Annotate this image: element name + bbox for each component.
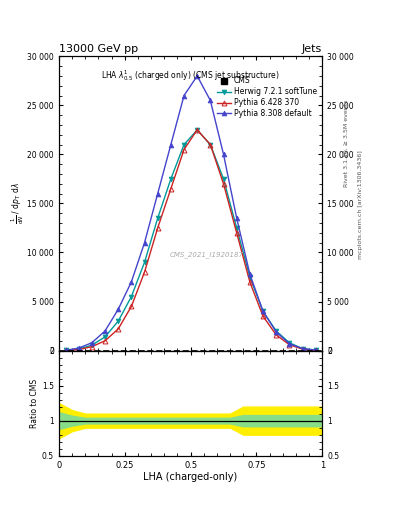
Pythia 8.308 default [221, 152, 226, 158]
Pythia 8.308 default [129, 279, 134, 285]
Pythia 6.428 370 [313, 347, 318, 353]
Pythia 8.308 default [274, 329, 279, 335]
Pythia 6.428 370 [142, 269, 147, 275]
Herwig 7.2.1 softTune [63, 347, 68, 353]
Herwig 7.2.1 softTune [155, 215, 160, 221]
Herwig 7.2.1 softTune [300, 346, 305, 352]
Herwig 7.2.1 softTune [76, 346, 81, 352]
Pythia 8.308 default [169, 141, 173, 147]
Pythia 6.428 370 [221, 181, 226, 187]
Pythia 8.308 default [248, 271, 252, 277]
Pythia 6.428 370 [116, 326, 121, 332]
Pythia 8.308 default [103, 328, 107, 334]
Line: Herwig 7.2.1 softTune: Herwig 7.2.1 softTune [63, 127, 318, 353]
Pythia 8.308 default [182, 93, 186, 99]
Herwig 7.2.1 softTune [274, 328, 279, 334]
X-axis label: LHA (charged-only): LHA (charged-only) [143, 472, 238, 482]
Herwig 7.2.1 softTune [129, 293, 134, 300]
Pythia 6.428 370 [76, 347, 81, 353]
Pythia 8.308 default [116, 306, 121, 312]
Line: Pythia 6.428 370: Pythia 6.428 370 [63, 127, 318, 353]
Herwig 7.2.1 softTune [195, 127, 200, 133]
Herwig 7.2.1 softTune [261, 308, 265, 314]
Pythia 6.428 370 [169, 186, 173, 192]
Pythia 6.428 370 [103, 338, 107, 344]
Herwig 7.2.1 softTune [182, 141, 186, 147]
Legend: CMS, Herwig 7.2.1 softTune, Pythia 6.428 370, Pythia 8.308 default: CMS, Herwig 7.2.1 softTune, Pythia 6.428… [215, 75, 318, 120]
Pythia 8.308 default [261, 308, 265, 314]
Text: Jets: Jets [302, 44, 322, 54]
Pythia 8.308 default [195, 73, 200, 79]
Pythia 8.308 default [155, 190, 160, 197]
Pythia 6.428 370 [261, 313, 265, 319]
Herwig 7.2.1 softTune [116, 318, 121, 324]
Pythia 6.428 370 [155, 225, 160, 231]
Pythia 6.428 370 [287, 342, 292, 348]
Line: Pythia 8.308 default: Pythia 8.308 default [63, 74, 318, 353]
Herwig 7.2.1 softTune [287, 339, 292, 346]
Text: CMS_2021_I1920187: CMS_2021_I1920187 [169, 251, 243, 258]
Pythia 6.428 370 [274, 332, 279, 338]
Herwig 7.2.1 softTune [169, 176, 173, 182]
Text: mcplots.cern.ch [arXiv:1306.3436]: mcplots.cern.ch [arXiv:1306.3436] [358, 151, 363, 259]
Y-axis label: $\frac{1}{\mathrm{d}N}$ / $\mathrm{d}p_\mathrm{T}$ $\mathrm{d}\lambda$: $\frac{1}{\mathrm{d}N}$ / $\mathrm{d}p_\… [10, 182, 26, 224]
Herwig 7.2.1 softTune [234, 225, 239, 231]
Pythia 6.428 370 [234, 230, 239, 236]
Pythia 6.428 370 [182, 146, 186, 153]
Herwig 7.2.1 softTune [313, 347, 318, 353]
Text: Rivet 3.1.10, ≥ 3.5M events: Rivet 3.1.10, ≥ 3.5M events [344, 100, 349, 187]
Pythia 6.428 370 [90, 344, 94, 350]
Y-axis label: Ratio to CMS: Ratio to CMS [30, 378, 39, 428]
Herwig 7.2.1 softTune [103, 334, 107, 340]
Pythia 8.308 default [313, 347, 318, 353]
Pythia 8.308 default [76, 345, 81, 351]
Text: 13000 GeV pp: 13000 GeV pp [59, 44, 138, 54]
Herwig 7.2.1 softTune [90, 342, 94, 348]
Herwig 7.2.1 softTune [221, 176, 226, 182]
Text: LHA $\lambda^{1}_{0.5}$ (charged only) (CMS jet substructure): LHA $\lambda^{1}_{0.5}$ (charged only) (… [101, 68, 280, 83]
Herwig 7.2.1 softTune [248, 274, 252, 280]
Pythia 6.428 370 [195, 127, 200, 133]
Herwig 7.2.1 softTune [142, 259, 147, 265]
Pythia 8.308 default [142, 240, 147, 246]
Pythia 8.308 default [234, 215, 239, 221]
Pythia 6.428 370 [208, 141, 213, 147]
Pythia 6.428 370 [248, 279, 252, 285]
Pythia 8.308 default [208, 97, 213, 103]
Pythia 6.428 370 [129, 304, 134, 310]
Pythia 6.428 370 [300, 346, 305, 352]
Pythia 8.308 default [63, 347, 68, 353]
Pythia 6.428 370 [63, 348, 68, 354]
Pythia 8.308 default [287, 340, 292, 347]
Pythia 8.308 default [300, 346, 305, 352]
Herwig 7.2.1 softTune [208, 141, 213, 147]
Pythia 8.308 default [90, 339, 94, 346]
